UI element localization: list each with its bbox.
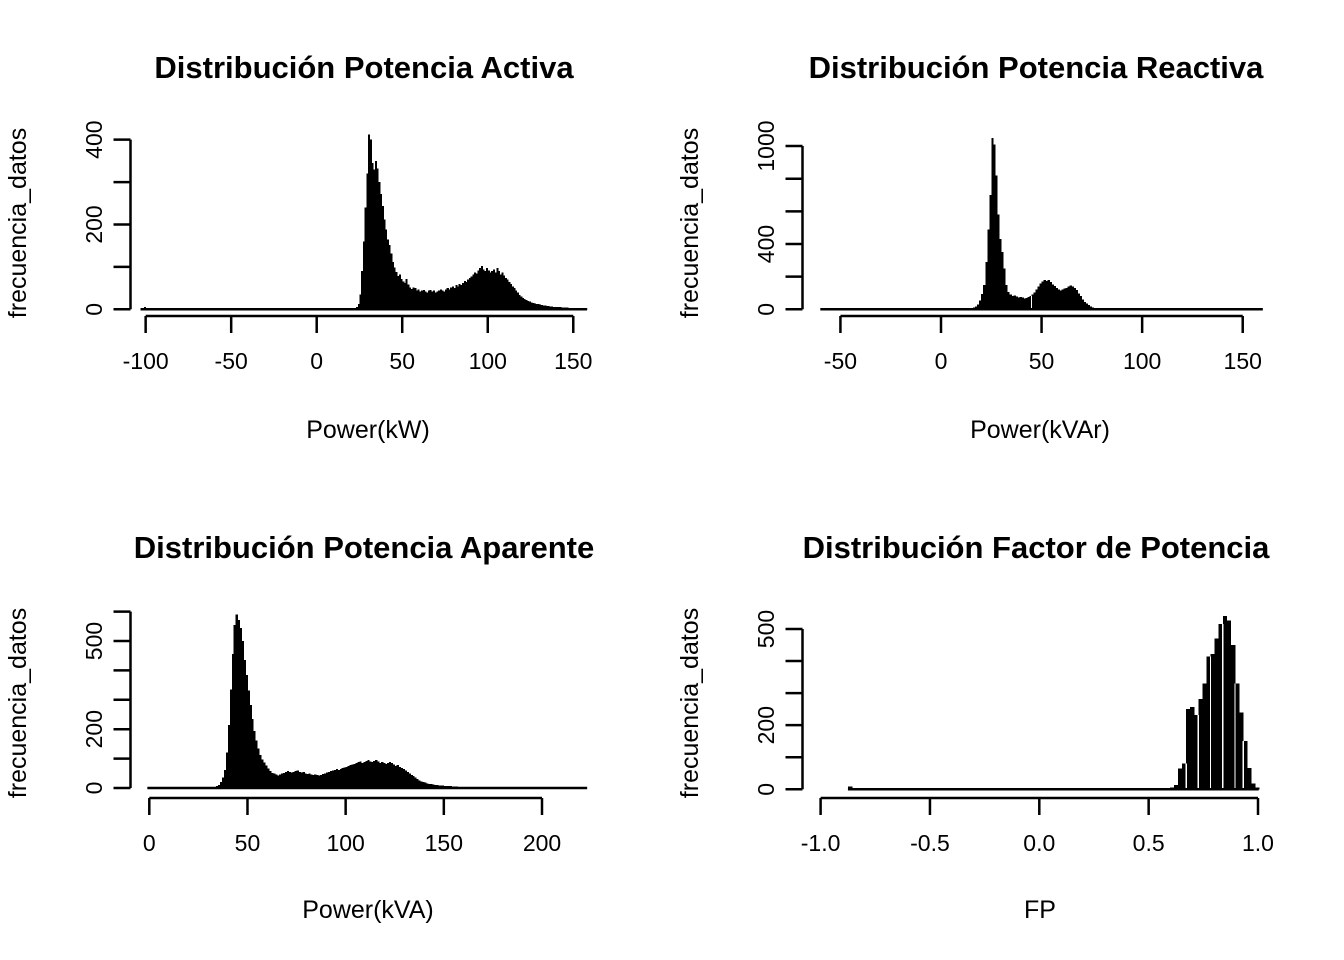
y-axis [785,144,804,311]
chart-title: Distribución Potencia Activa [154,50,574,85]
chart-title: Distribución Potencia Reactiva [809,50,1265,85]
x-tick-label: -0.5 [910,830,950,856]
plot-area: -100 -50 0 50 100 150 0 200 400 [81,120,592,374]
y-tick-label: 0 [753,303,779,316]
x-tick-label: 150 [425,830,463,856]
x-axis [148,796,544,815]
x-tick-label: 0 [143,830,156,856]
x-tick-label: -50 [215,348,248,374]
bar-separator [1242,741,1244,790]
histogram-potencia-activa-chart: Distribución Potencia Activa Power(kW) f… [4,50,592,444]
panel-potencia-activa: Distribución Potencia Activa Power(kW) f… [0,0,672,480]
x-tick-label: 200 [523,830,561,856]
chart-title: Distribución Factor de Potencia [803,530,1271,565]
y-tick-label: 0 [81,303,107,316]
panel-potencia-aparente: Distribución Potencia Aparente Power(kVA… [0,480,672,960]
x-axis [839,314,1244,333]
x-tick-label: -50 [824,348,857,374]
histogram-bars [821,137,1103,310]
x-tick-label: -1.0 [801,830,841,856]
y-tick-label: 0 [81,782,107,795]
histogram-bars [143,134,588,310]
histogram-factor-de-potencia-chart: Distribución Factor de Potencia FP frecu… [676,530,1274,924]
plot-area: -1.0 -0.5 0.0 0.5 1.0 0 200 500 [753,610,1274,856]
plot-area: -50 0 50 100 150 0 400 1000 [753,120,1263,374]
x-axis-label: Power(kW) [306,416,430,444]
x-tick-label: 50 [235,830,261,856]
bar-separator [1185,763,1187,790]
y-axis [113,610,132,790]
y-tick-label: 1000 [753,120,779,171]
x-tick-label: 0.5 [1133,830,1165,856]
panel-potencia-reactiva: Distribución Potencia Reactiva Power(kVA… [672,0,1344,480]
y-tick-label: 200 [81,710,107,748]
y-axis-label: frecuencia_datos [676,128,704,318]
x-axis-label: FP [1024,896,1056,924]
y-axis-label: frecuencia_datos [4,608,32,798]
x-axis-label: Power(kVA) [302,896,434,924]
x-tick-label: 1.0 [1242,830,1274,856]
y-axis [113,138,132,311]
x-axis [819,796,1260,815]
bar-separator [1209,656,1212,790]
x-tick-label: 100 [1123,348,1161,374]
x-tick-label: 0 [935,348,948,374]
bar-separator [1030,296,1033,310]
bar-separator [1222,623,1224,790]
y-tick-label: 400 [81,120,107,158]
x-tick-label: 150 [1224,348,1262,374]
bar-separator [1197,714,1200,790]
y-tick-label: 400 [753,225,779,263]
y-tick-label: 200 [753,706,779,744]
panel-factor-de-potencia: Distribución Factor de Potencia FP frecu… [672,480,1344,960]
plot-area: 0 50 100 150 200 0 200 500 [81,610,588,856]
x-tick-label: 50 [1029,348,1055,374]
x-tick-label: 0.0 [1023,830,1055,856]
x-tick-label: 0 [310,348,323,374]
y-axis [785,627,804,791]
chart-title: Distribución Potencia Aparente [134,530,595,565]
histogram-bars [214,614,496,788]
y-axis-label: frecuencia_datos [676,608,704,798]
y-axis-label: frecuencia_datos [4,128,32,318]
x-tick-label: 100 [469,348,507,374]
x-tick-label: 150 [554,348,592,374]
bar-separator [1234,683,1236,790]
x-tick-label: 50 [389,348,415,374]
histogram-potencia-aparente-chart: Distribución Potencia Aparente Power(kVA… [4,530,595,924]
histogram-bars [847,616,1260,790]
y-tick-label: 500 [753,610,779,648]
y-tick-label: 200 [81,205,107,243]
y-tick-label: 0 [753,783,779,796]
y-tick-label: 500 [81,622,107,660]
histogram-potencia-reactiva-chart: Distribución Potencia Reactiva Power(kVA… [676,50,1265,444]
x-tick-label: -100 [123,348,169,374]
x-axis [144,314,575,333]
x-axis-label: Power(kVAr) [970,416,1110,444]
x-tick-label: 100 [326,830,364,856]
